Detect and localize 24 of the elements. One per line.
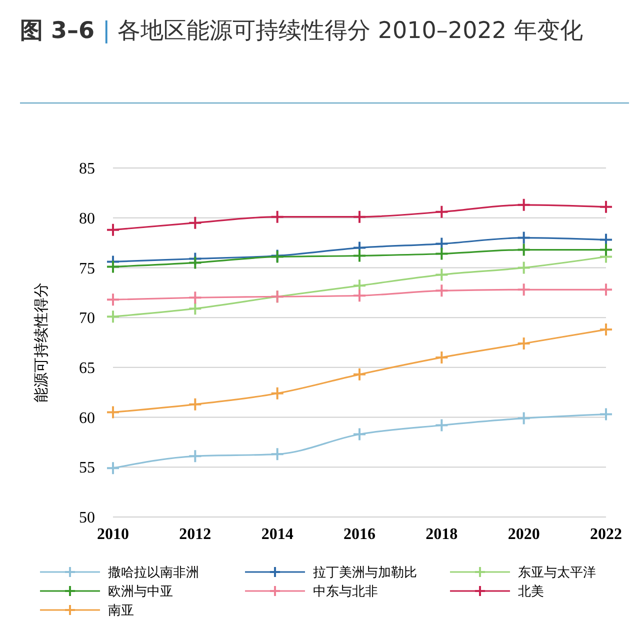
legend-label: 中东与北非 — [313, 584, 378, 600]
x-tick-label: 2016 — [344, 526, 376, 543]
y-tick-label: 60 — [79, 410, 95, 427]
chart-title: 图 3–6 | 各地区能源可持续性得分 2010–2022 年变化 — [20, 17, 584, 46]
y-axis-title: 能源可持续性得分 — [32, 282, 50, 402]
y-tick-label: 85 — [79, 160, 95, 178]
y-tick-label: 80 — [79, 210, 95, 228]
y-tick-label: 50 — [79, 510, 95, 527]
y-tick-label: 70 — [79, 310, 95, 328]
legend-label: 南亚 — [108, 604, 134, 619]
legend-label: 东亚与太平洋 — [518, 566, 596, 581]
y-tick-label: 55 — [79, 460, 95, 477]
x-tick-label: 2010 — [97, 526, 129, 543]
x-tick-label: 2012 — [179, 526, 212, 543]
legend-label: 拉丁美洲与加勒比 — [313, 564, 417, 581]
legend-label: 撒哈拉以南非洲 — [108, 566, 199, 581]
legend-label: 欧洲与中亚 — [108, 584, 173, 600]
legend-label: 北美 — [518, 584, 544, 600]
x-tick-label: 2022 — [590, 526, 622, 543]
y-tick-label: 65 — [79, 360, 95, 378]
x-tick-label: 2018 — [426, 526, 458, 543]
y-tick-label: 75 — [79, 260, 95, 278]
x-tick-label: 2020 — [508, 526, 540, 543]
x-tick-label: 2014 — [261, 526, 294, 543]
